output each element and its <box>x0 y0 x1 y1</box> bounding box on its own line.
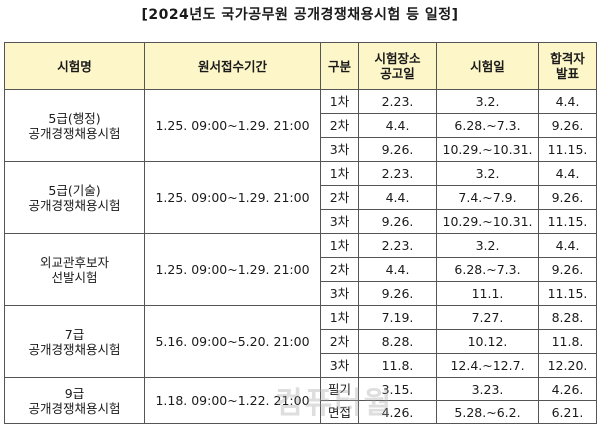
exam-date-cell: 7.4.~7.9. <box>436 185 539 210</box>
table-header-row: 시험명 원서접수기간 구분 시험장소 공고일 시험일 합격자 발표 <box>4 42 597 90</box>
venue-notice-cell: 2.23. <box>358 233 437 258</box>
stage-cell: 3차 <box>320 209 359 234</box>
exam-date-cell: 7.27. <box>436 305 539 330</box>
table-row: 5급(행정) 공개경쟁채용시험 1.25. 09:00~1.29. 21:00 … <box>4 89 597 162</box>
pass-announce-cell: 11.15. <box>538 209 597 234</box>
header-stage: 구분 <box>320 42 359 90</box>
table-row: 2차 4.4. 6.28.~7.3. 9.26. <box>5 113 597 138</box>
exam-date-cell: 10.29.~10.31. <box>436 209 539 234</box>
stage-cell: 1차 <box>320 305 359 330</box>
application-period-cell: 1.25. 09:00~1.29. 21:00 <box>144 161 321 234</box>
exam-date-cell: 5.28.~6.2. <box>436 400 539 424</box>
header-application-period: 원서접수기간 <box>144 42 321 90</box>
pass-announce-cell: 4.4. <box>538 233 597 258</box>
table-row: 2차 8.28. 10.12. 11.8. <box>5 329 597 354</box>
venue-notice-cell: 9.26. <box>358 281 437 306</box>
table-row: 3차 11.8. 12.4.~12.7. 12.20. <box>5 353 597 378</box>
stage-cell: 1차 <box>320 161 359 186</box>
document-title: [2024년도 국가공무원 공개경쟁채용시험 등 일정] <box>141 7 459 23</box>
exam-name-cell: 5급(행정) 공개경쟁채용시험 <box>4 89 145 162</box>
pass-announce-cell: 11.8. <box>538 329 597 354</box>
stage-cell: 2차 <box>320 257 359 282</box>
stage-cell: 필기 <box>320 377 359 401</box>
exam-name-cell: 7급 공개경쟁채용시험 <box>4 305 145 378</box>
stage-cell: 3차 <box>320 281 359 306</box>
header-exam-date: 시험일 <box>436 42 539 90</box>
venue-notice-cell: 8.28. <box>358 329 437 354</box>
pass-announce-cell: 6.21. <box>538 400 597 424</box>
stage-cell: 2차 <box>320 113 359 138</box>
stage-cell: 2차 <box>320 329 359 354</box>
exam-date-cell: 3.2. <box>436 233 539 258</box>
pass-announce-cell: 9.26. <box>538 185 597 210</box>
pass-announce-cell: 4.26. <box>538 377 597 401</box>
venue-notice-cell: 3.15. <box>358 377 437 401</box>
venue-notice-cell: 9.26. <box>358 137 437 162</box>
venue-notice-cell: 7.19. <box>358 305 437 330</box>
exam-date-cell: 12.4.~12.7. <box>436 353 539 378</box>
exam-date-cell: 3.2. <box>436 89 539 114</box>
venue-notice-cell: 4.4. <box>358 185 437 210</box>
pass-announce-cell: 4.4. <box>538 89 597 114</box>
table-row: 면접 4.26. 5.28.~6.2. 6.21. <box>5 400 597 424</box>
exam-date-cell: 11.1. <box>436 281 539 306</box>
stage-cell: 3차 <box>320 137 359 162</box>
exam-schedule-table: 시험명 원서접수기간 구분 시험장소 공고일 시험일 합격자 발표 5급(행정)… <box>4 42 597 424</box>
application-period-cell: 1.25. 09:00~1.29. 21:00 <box>144 89 321 162</box>
pass-announce-cell: 11.15. <box>538 281 597 306</box>
venue-notice-cell: 2.23. <box>358 161 437 186</box>
stage-cell: 2차 <box>320 185 359 210</box>
table-row: 5급(기술) 공개경쟁채용시험 1.25. 09:00~1.29. 21:00 … <box>4 161 597 234</box>
exam-name-cell: 9급 공개경쟁채용시험 <box>4 377 145 424</box>
venue-notice-cell: 2.23. <box>358 89 437 114</box>
table-row: 9급 공개경쟁채용시험 1.18. 09:00~1.22. 21:00 필기 3… <box>4 377 597 424</box>
venue-notice-cell: 4.4. <box>358 113 437 138</box>
stage-cell: 1차 <box>320 89 359 114</box>
header-venue-notice: 시험장소 공고일 <box>358 42 437 90</box>
exam-date-cell: 10.12. <box>436 329 539 354</box>
exam-date-cell: 6.28.~7.3. <box>436 113 539 138</box>
table-row: 3차 9.26. 10.29.~10.31. 11.15. <box>5 137 597 162</box>
application-period-cell: 1.25. 09:00~1.29. 21:00 <box>144 233 321 306</box>
table-row: 3차 9.26. 11.1. 11.15. <box>5 281 597 306</box>
stage-cell: 1차 <box>320 233 359 258</box>
pass-announce-cell: 12.20. <box>538 353 597 378</box>
table-row: 3차 9.26. 10.29.~10.31. 11.15. <box>5 209 597 234</box>
venue-notice-cell: 4.4. <box>358 257 437 282</box>
exam-date-cell: 3.2. <box>436 161 539 186</box>
exam-date-cell: 10.29.~10.31. <box>436 137 539 162</box>
pass-announce-cell: 9.26. <box>538 113 597 138</box>
header-pass-announce: 합격자 발표 <box>538 42 597 90</box>
application-period-cell: 1.18. 09:00~1.22. 21:00 <box>144 377 321 424</box>
exam-name-cell: 외교관후보자 선발시험 <box>4 233 145 306</box>
pass-announce-cell: 9.26. <box>538 257 597 282</box>
table-row: 외교관후보자 선발시험 1.25. 09:00~1.29. 21:00 1차 2… <box>4 233 597 306</box>
table-row: 2차 4.4. 6.28.~7.3. 9.26. <box>5 257 597 282</box>
pass-announce-cell: 4.4. <box>538 161 597 186</box>
pass-announce-cell: 8.28. <box>538 305 597 330</box>
venue-notice-cell: 4.26. <box>358 400 437 424</box>
exam-date-cell: 6.28.~7.3. <box>436 257 539 282</box>
exam-date-cell: 3.23. <box>436 377 539 401</box>
venue-notice-cell: 9.26. <box>358 209 437 234</box>
pass-announce-cell: 11.15. <box>538 137 597 162</box>
exam-name-cell: 5급(기술) 공개경쟁채용시험 <box>4 161 145 234</box>
header-exam-name: 시험명 <box>4 42 145 90</box>
application-period-cell: 5.16. 09:00~5.20. 21:00 <box>144 305 321 378</box>
stage-cell: 3차 <box>320 353 359 378</box>
venue-notice-cell: 11.8. <box>358 353 437 378</box>
table-row: 2차 4.4. 7.4.~7.9. 9.26. <box>5 185 597 210</box>
table-row: 7급 공개경쟁채용시험 5.16. 09:00~5.20. 21:00 1차 7… <box>4 305 597 378</box>
stage-cell: 면접 <box>320 400 359 424</box>
